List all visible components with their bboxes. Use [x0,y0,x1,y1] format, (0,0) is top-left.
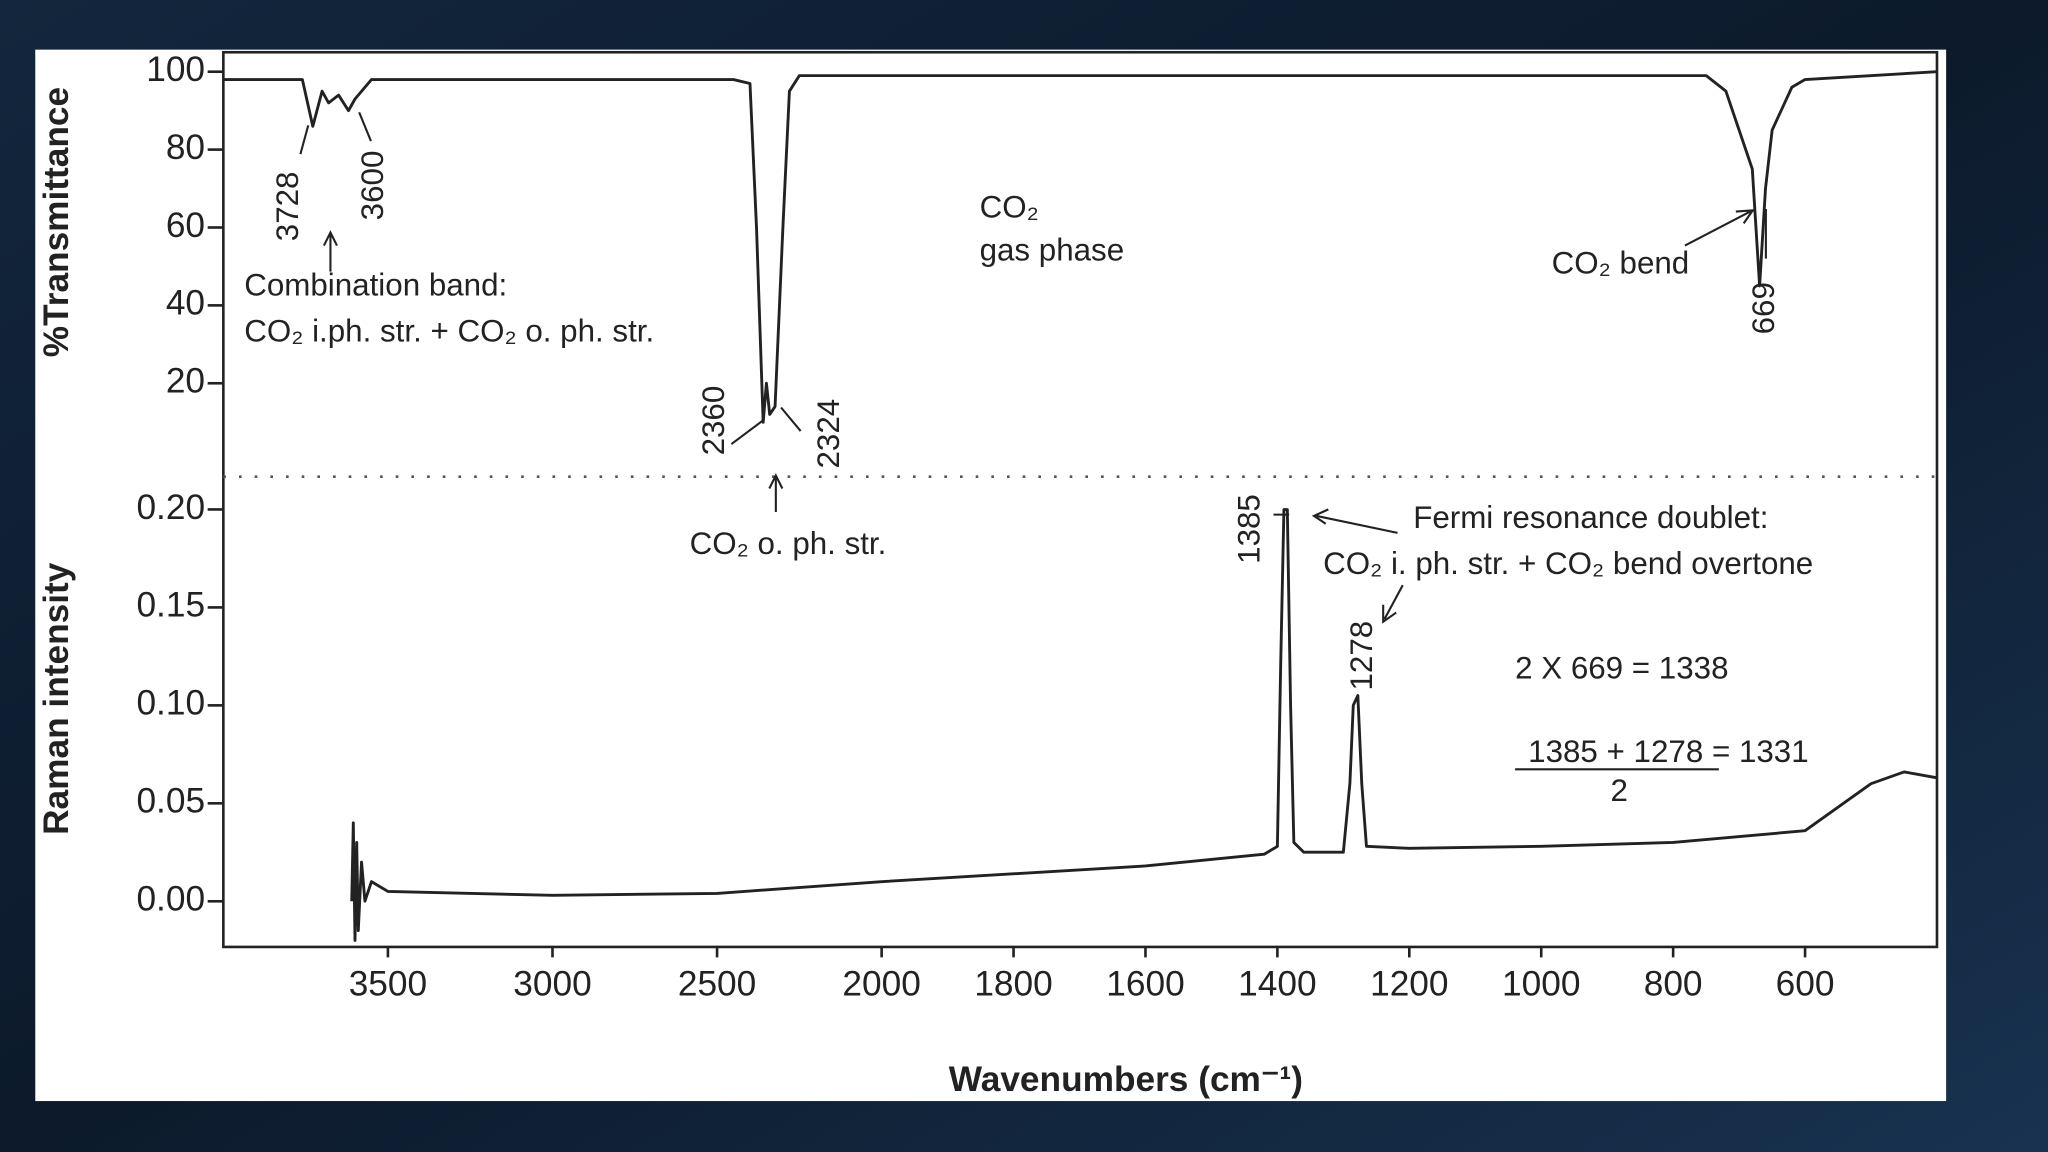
y-tick-label: 20 [166,362,205,401]
y-tick-label: 0.20 [136,488,205,527]
x-tick-label: 1800 [974,964,1052,1003]
annotation: gas phase [980,232,1125,267]
annotation: 2360 [696,386,731,456]
annotation: CO₂ o. ph. str. [690,526,887,561]
x-tick-label: 600 [1776,964,1835,1003]
y-axis-title: Raman intensity [37,562,76,835]
plot-area: 3500 3000 2500 2000 1800 1600 1400 1200 1000 800 6… [136,50,1939,1003]
leader [730,419,764,445]
annotation: Combination band: [244,268,507,303]
annotations: 3728 3600 Combination band: CO₂ i.ph. st… [244,151,1813,808]
arrow [1311,508,1398,534]
annotation: 1385 [1232,494,1267,564]
y-axis-title: %Transmittance [37,87,76,357]
annotation: CO₂ i. ph. str. + CO₂ bend overtone [1323,546,1813,581]
arrows [299,111,1767,624]
annotation: Fermi resonance doublet: [1413,500,1768,535]
spectrum-line [350,508,1938,942]
arrow [1684,209,1755,247]
y-tick-label: 80 [166,128,205,167]
y-tick-label: 100 [146,50,205,89]
annotation: 2 X 669 = 1338 [1515,650,1728,685]
annotation: CO₂ bend [1552,245,1690,280]
x-tick-label: 1200 [1370,964,1448,1003]
x-axis-title: Wavenumbers (cm⁻¹) [949,1060,1303,1099]
x-tick-label: 2500 [678,964,756,1003]
arrow [1382,584,1404,624]
annotation: 2 [1610,773,1627,808]
y-tick-label: 60 [166,206,205,245]
x-tick-label: 1400 [1238,964,1316,1003]
annotation: 3600 [355,151,390,221]
leader [358,111,372,142]
y-tick-label: 0.10 [136,684,205,723]
annotation: 2324 [811,399,846,469]
x-tick-label: 1000 [1502,964,1580,1003]
y-tick-label: 0.05 [136,782,205,821]
spectrum-line [223,70,1938,424]
annotation: CO₂ [980,189,1039,224]
annotation: 3728 [270,172,305,242]
annotation: 669 [1746,282,1781,334]
leader [780,406,802,432]
x-tick-label: 2000 [842,964,920,1003]
arrow [768,473,784,512]
x-tick-label: 800 [1644,964,1703,1003]
x-tick-label: 1600 [1106,964,1184,1003]
plot-frame [222,50,1939,949]
annotation: 1385 + 1278 = 1331 [1528,734,1809,769]
x-tick-label: 3500 [349,964,427,1003]
annotation: 1278 [1344,621,1379,691]
y-tick-label: 0.15 [136,586,205,625]
x-tick-label: 3000 [513,964,591,1003]
y-tick-label: 40 [166,284,205,323]
annotation: CO₂ i.ph. str. + CO₂ o. ph. str. [244,313,654,348]
arrow [322,230,338,272]
leader [299,125,310,155]
y-tick-label: 0.00 [136,880,205,919]
